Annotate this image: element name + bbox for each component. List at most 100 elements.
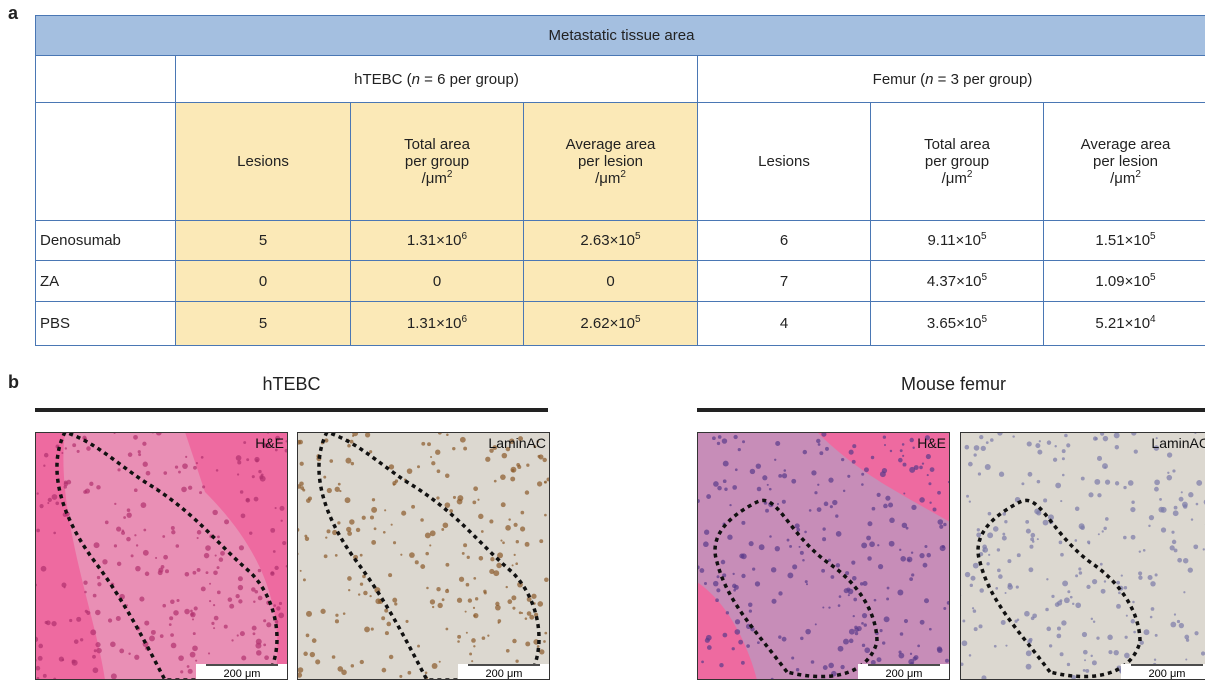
cell-nucleus [201, 586, 206, 591]
cell-nucleus [36, 529, 40, 533]
cell-nucleus [352, 435, 354, 437]
cell-nucleus [105, 521, 109, 525]
cell-nucleus [746, 644, 750, 648]
cell-nucleus [362, 516, 366, 520]
cell-nucleus [1100, 563, 1103, 566]
cell-nucleus [142, 442, 146, 446]
cell-exp: 6 [462, 231, 468, 242]
cell-nucleus [1131, 535, 1136, 540]
cell-nucleus [799, 546, 801, 548]
cell-nucleus [972, 607, 974, 609]
cell-nucleus [778, 591, 782, 595]
cell-nucleus [1196, 480, 1202, 486]
cell-nucleus [61, 582, 66, 587]
cell-exp: 5 [635, 314, 641, 325]
cell-nucleus [1047, 440, 1051, 444]
cell-nucleus [411, 505, 415, 509]
cell-nucleus [59, 656, 64, 661]
header-line: Average area [524, 136, 697, 153]
header-line: per lesion [1044, 153, 1205, 170]
cell-nucleus [1075, 602, 1081, 608]
cell-nucleus [862, 644, 865, 647]
cell-nucleus [1101, 589, 1106, 594]
cell-nucleus [825, 447, 829, 451]
cell-nucleus [149, 635, 155, 641]
cell-nucleus [138, 450, 141, 453]
micrograph: 200 μmH&E [35, 432, 288, 680]
cell-nucleus [479, 556, 484, 561]
cell-nucleus [102, 559, 107, 564]
cell-nucleus [436, 587, 440, 591]
cell-nucleus [360, 660, 364, 664]
cell-nucleus [741, 521, 745, 525]
cell-nucleus [911, 505, 916, 510]
cell-nucleus [771, 567, 776, 572]
cell-nucleus [520, 526, 525, 531]
cell-nucleus [861, 473, 864, 476]
cell-nucleus [437, 469, 441, 473]
cell-nucleus [1174, 613, 1176, 615]
cell-nucleus [171, 530, 175, 534]
cell-nucleus [742, 440, 745, 443]
cell-nucleus [463, 447, 467, 451]
cell-nucleus [83, 581, 87, 585]
cell-nucleus [511, 469, 514, 472]
data-cell: 1.09×105 [1044, 261, 1205, 302]
cell-nucleus [778, 635, 781, 638]
cell-nucleus [83, 490, 87, 494]
cell-nucleus [729, 504, 731, 506]
cell-nucleus [427, 442, 431, 446]
cell-nucleus [315, 659, 320, 664]
cell-nucleus [165, 569, 169, 573]
cell-nucleus [237, 460, 241, 464]
cell-nucleus [465, 611, 467, 613]
cell-nucleus [117, 562, 121, 566]
data-cell: 3.65×105 [871, 302, 1044, 346]
cell-nucleus [1016, 586, 1019, 589]
cell-nucleus [500, 540, 502, 542]
cell-nucleus [401, 511, 406, 516]
cell-nucleus [188, 669, 193, 674]
cell-nucleus [762, 475, 767, 480]
cell-nucleus [381, 616, 385, 620]
cell-nucleus [844, 588, 849, 593]
cell-nucleus [809, 509, 812, 512]
scale-label: 200 μm [1149, 668, 1186, 680]
cell-nucleus [1059, 541, 1063, 545]
cell-nucleus [184, 609, 190, 615]
cell-value: 4.37×10 [927, 273, 982, 290]
cell-nucleus [792, 564, 797, 569]
header-unit: /μm2 [871, 170, 1043, 187]
cell-nucleus [767, 484, 769, 486]
cell-nucleus [206, 571, 209, 574]
cell-nucleus [1074, 539, 1077, 542]
cell-nucleus [724, 487, 727, 490]
data-row: PBS51.31×1062.62×10543.65×1055.21×104 [36, 302, 1205, 346]
cell-nucleus [335, 487, 340, 492]
cell-nucleus [246, 458, 249, 461]
cell-nucleus [778, 474, 782, 478]
cell-nucleus [197, 537, 199, 539]
micrograph: 200 μmLaminAC [297, 432, 550, 680]
cell-nucleus [789, 545, 792, 548]
cell-nucleus [835, 514, 838, 517]
cell-nucleus [420, 518, 424, 522]
cell-nucleus [795, 523, 800, 528]
cell-nucleus [61, 452, 63, 454]
cell-nucleus [973, 563, 979, 569]
cell-nucleus [429, 544, 431, 546]
cell-nucleus [1126, 615, 1128, 617]
cell-nucleus [300, 570, 302, 572]
cell-nucleus [982, 545, 987, 550]
cell-nucleus [442, 598, 445, 601]
cell-nucleus [539, 539, 543, 543]
cell-nucleus [838, 646, 844, 652]
cell-nucleus [771, 599, 776, 604]
cell-nucleus [1174, 548, 1178, 552]
group-rule [35, 408, 548, 412]
cell-nucleus [1148, 525, 1150, 527]
cell-nucleus [994, 645, 997, 648]
cell-nucleus [1158, 507, 1164, 513]
cell-nucleus [902, 455, 904, 457]
cell-nucleus [1088, 542, 1090, 544]
